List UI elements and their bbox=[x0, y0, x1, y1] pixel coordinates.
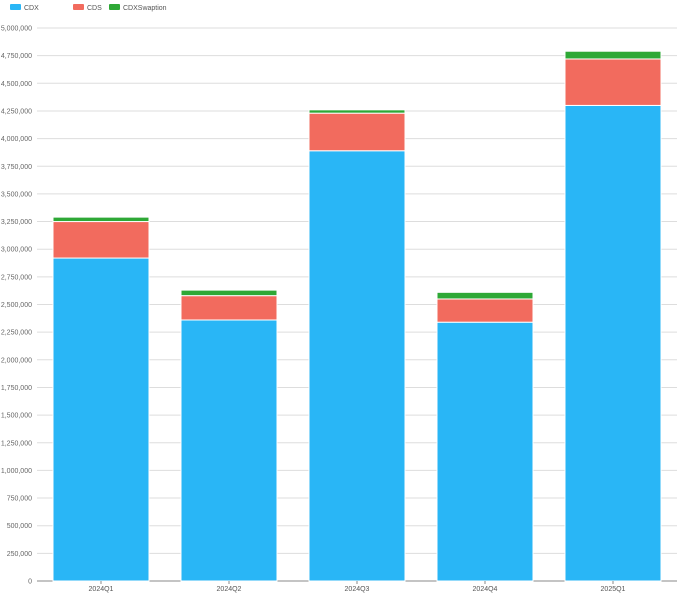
y-tick-label: 2,000,000 bbox=[1, 357, 32, 364]
x-tick-label: 2024Q4 bbox=[473, 586, 498, 593]
bar-cdx-2024q3[interactable] bbox=[308, 150, 406, 582]
x-tick-label: 2024Q1 bbox=[89, 586, 114, 593]
y-tick-label: 500,000 bbox=[7, 523, 32, 530]
y-tick-label: 2,500,000 bbox=[1, 302, 32, 309]
y-tick-label: 3,000,000 bbox=[1, 247, 32, 254]
y-tick-label: 3,250,000 bbox=[1, 219, 32, 226]
bar-cds-2024q3[interactable] bbox=[308, 112, 406, 152]
legend-label-cdx[interactable]: CDX bbox=[24, 5, 39, 12]
bar-cdxswaption-2024q2[interactable] bbox=[180, 289, 278, 297]
bar-cdx-2024q1[interactable] bbox=[52, 257, 150, 582]
bar-cds-2025q1[interactable] bbox=[564, 58, 662, 106]
bar-cds-2024q1[interactable] bbox=[52, 221, 150, 259]
y-tick-label: 4,500,000 bbox=[1, 81, 32, 88]
y-tick-label: 250,000 bbox=[7, 551, 32, 558]
y-tick-label: 4,750,000 bbox=[1, 53, 32, 60]
y-axis: 0 250,000 500,000 750,000 1,000,000 1,250,000… bbox=[1, 26, 32, 586]
y-tick-label: 2,750,000 bbox=[1, 274, 32, 281]
legend-swatch-cdxswaption[interactable] bbox=[109, 4, 120, 10]
y-tick-label: 4,000,000 bbox=[1, 136, 32, 143]
bar-cdx-2025q1[interactable] bbox=[564, 104, 662, 582]
y-tick-label: 5,000,000 bbox=[1, 26, 32, 33]
y-tick-label: 1,750,000 bbox=[1, 385, 32, 392]
legend-swatch-cds[interactable] bbox=[73, 4, 84, 10]
x-tick-label: 2024Q3 bbox=[345, 586, 370, 593]
legend: CDX CDS CDXSwaption bbox=[10, 4, 167, 12]
x-tick-label: 2025Q1 bbox=[601, 586, 626, 593]
x-axis: 2024Q1 2024Q2 2024Q3 2024Q4 2025Q1 bbox=[89, 581, 626, 593]
y-tick-label: 4,250,000 bbox=[1, 108, 32, 115]
legend-swatch-cdx[interactable] bbox=[10, 4, 21, 10]
y-tick-label: 1,000,000 bbox=[1, 468, 32, 475]
y-tick-label: 1,500,000 bbox=[1, 413, 32, 420]
legend-label-cdxswaption[interactable]: CDXSwaption bbox=[123, 5, 167, 12]
y-tick-label: 0 bbox=[28, 579, 32, 586]
bar-cds-2024q4[interactable] bbox=[436, 298, 534, 323]
legend-label-cds[interactable]: CDS bbox=[87, 5, 102, 12]
bar-cdxswaption-2024q1[interactable] bbox=[52, 216, 150, 223]
bars bbox=[52, 50, 662, 582]
bar-cdx-2024q4[interactable] bbox=[436, 321, 534, 582]
bar-cdxswaption-2024q3[interactable] bbox=[308, 109, 406, 114]
y-tick-label: 750,000 bbox=[7, 496, 32, 503]
bar-cds-2024q2[interactable] bbox=[180, 295, 278, 321]
bar-cdx-2024q2[interactable] bbox=[180, 319, 278, 582]
bar-cdxswaption-2024q4[interactable] bbox=[436, 291, 534, 300]
bar-cdxswaption-2025q1[interactable] bbox=[564, 50, 662, 60]
y-tick-label: 1,250,000 bbox=[1, 440, 32, 447]
y-tick-label: 2,250,000 bbox=[1, 330, 32, 337]
y-tick-label: 3,500,000 bbox=[1, 191, 32, 198]
y-tick-label: 3,750,000 bbox=[1, 164, 32, 171]
x-tick-label: 2024Q2 bbox=[217, 586, 242, 593]
